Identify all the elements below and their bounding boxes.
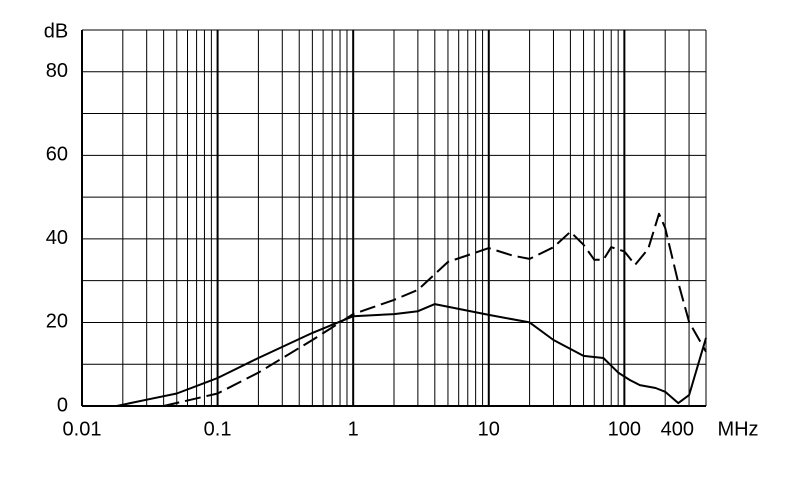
x-tick-label: 100 xyxy=(608,418,641,440)
y-tick-label: 60 xyxy=(46,144,68,166)
x-tick-label: 10 xyxy=(478,418,500,440)
x-tick-label: 0.01 xyxy=(63,418,102,440)
y-tick-label: 20 xyxy=(46,311,68,333)
y-tick-label: 40 xyxy=(46,227,68,249)
x-tick-label: 0.1 xyxy=(204,418,232,440)
y-tick-label: 0 xyxy=(57,394,68,416)
series-line xyxy=(116,303,707,407)
y-tick-label: 80 xyxy=(46,60,68,82)
series-line xyxy=(163,212,707,407)
x-unit: MHz xyxy=(717,418,758,440)
x-tick-label: 400 xyxy=(661,418,694,440)
y-unit: dB xyxy=(44,20,68,42)
x-tick-label: 1 xyxy=(348,418,359,440)
